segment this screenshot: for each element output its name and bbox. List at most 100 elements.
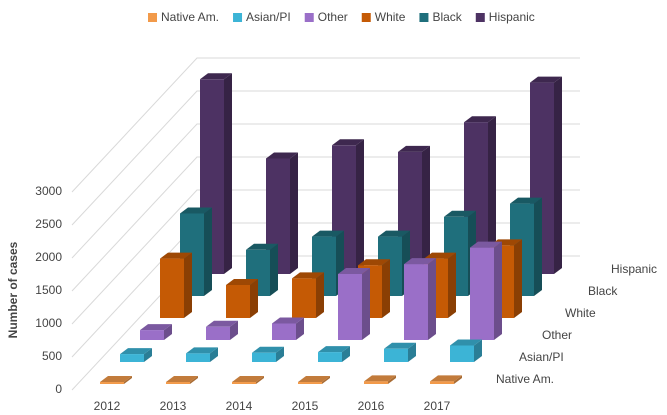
legend-label: Black — [432, 10, 462, 24]
bar-top — [206, 320, 238, 327]
bar-side — [448, 252, 456, 318]
bar-top — [332, 139, 364, 146]
legend-label: Other — [318, 10, 348, 24]
y-axis-label: Number of cases — [6, 241, 20, 338]
series-label: Native Am. — [496, 372, 554, 386]
bar — [298, 382, 322, 384]
y-tick-label: 3000 — [35, 184, 62, 198]
bar-side — [356, 139, 364, 274]
bar-top — [450, 339, 482, 346]
grid-line — [71, 123, 580, 259]
bar-top — [358, 259, 390, 266]
x-tick-label: 2015 — [292, 399, 319, 413]
x-tick-label: 2013 — [160, 399, 187, 413]
bar — [318, 352, 342, 362]
bar-side — [322, 376, 330, 384]
x-tick-label: 2016 — [358, 399, 385, 413]
bar — [292, 278, 316, 318]
bar — [232, 382, 256, 384]
y-tick-label: 1500 — [35, 283, 62, 297]
series-label: Asian/PI — [519, 350, 564, 364]
bar-side — [488, 116, 496, 274]
bar — [252, 352, 276, 362]
bar — [272, 323, 296, 340]
bar-side — [276, 346, 284, 362]
bar-side — [296, 317, 304, 340]
series-label: Hispanic — [611, 262, 657, 276]
bar-top — [444, 210, 476, 217]
bar-side — [250, 279, 258, 318]
bar-top — [100, 376, 132, 383]
bar-side — [514, 239, 522, 318]
bar-top — [160, 252, 192, 259]
bar-top — [318, 346, 350, 353]
legend-label: White — [375, 10, 406, 24]
bar-top — [180, 207, 212, 214]
bar-top — [232, 376, 264, 383]
bar-side — [342, 346, 350, 362]
bar — [450, 345, 474, 362]
bar — [364, 381, 388, 384]
bar-side — [270, 243, 278, 296]
bar-top — [298, 376, 330, 383]
bar-side — [422, 145, 430, 274]
bar-side — [190, 376, 198, 384]
y-tick-label: 500 — [42, 349, 62, 363]
bar-side — [362, 268, 370, 340]
series-label: White — [565, 306, 596, 320]
bar-top — [292, 272, 324, 279]
bar-top — [252, 346, 284, 353]
legend-label: Native Am. — [161, 10, 219, 24]
bar-top — [384, 342, 416, 349]
series-label: Black — [588, 284, 618, 298]
bar — [140, 330, 164, 340]
bar-top — [266, 152, 298, 159]
bar-side — [454, 375, 462, 384]
bar — [206, 326, 230, 340]
grid-line — [71, 90, 580, 226]
bar — [100, 382, 124, 384]
bar-side — [144, 348, 152, 362]
bar-top — [140, 324, 172, 331]
y-tick-label: 1000 — [35, 316, 62, 330]
bar-top — [166, 376, 198, 383]
bar-side — [316, 272, 324, 318]
bar-top — [272, 317, 304, 324]
bar-top — [530, 76, 562, 83]
bar-top — [226, 279, 258, 285]
bar-side — [494, 241, 502, 340]
bar-top — [398, 145, 430, 152]
x-tick-label: 2017 — [424, 399, 451, 413]
legend-label: Asian/PI — [246, 10, 291, 24]
bar-side — [230, 320, 238, 340]
bar — [384, 348, 408, 362]
bar-side — [204, 207, 212, 296]
legend-swatch — [419, 13, 429, 22]
y-tick-label: 2500 — [35, 217, 62, 231]
bar-side — [210, 347, 218, 362]
bar-top — [430, 375, 462, 382]
bar — [338, 274, 362, 340]
bar-side — [184, 252, 192, 318]
bar-side — [382, 259, 390, 318]
bar-side — [474, 339, 482, 362]
legend-label: Hispanic — [489, 10, 535, 24]
legend: Native Am. Asian/PI Other White Black Hispani… — [148, 10, 535, 24]
bar-side — [408, 342, 416, 362]
bar-side — [388, 375, 396, 384]
legend-swatch — [361, 13, 371, 22]
bar-top — [338, 268, 370, 274]
x-tick-label: 2012 — [94, 399, 121, 413]
bar-top — [312, 230, 344, 237]
bar-side — [428, 258, 436, 340]
bar-top — [200, 73, 232, 80]
bar-top — [510, 197, 542, 204]
bar — [430, 381, 454, 384]
bar-side — [554, 76, 562, 274]
bar — [120, 354, 144, 362]
bar-top — [378, 230, 410, 237]
bar — [160, 258, 184, 318]
series-label: Other — [542, 328, 572, 342]
legend-swatch — [304, 13, 314, 22]
